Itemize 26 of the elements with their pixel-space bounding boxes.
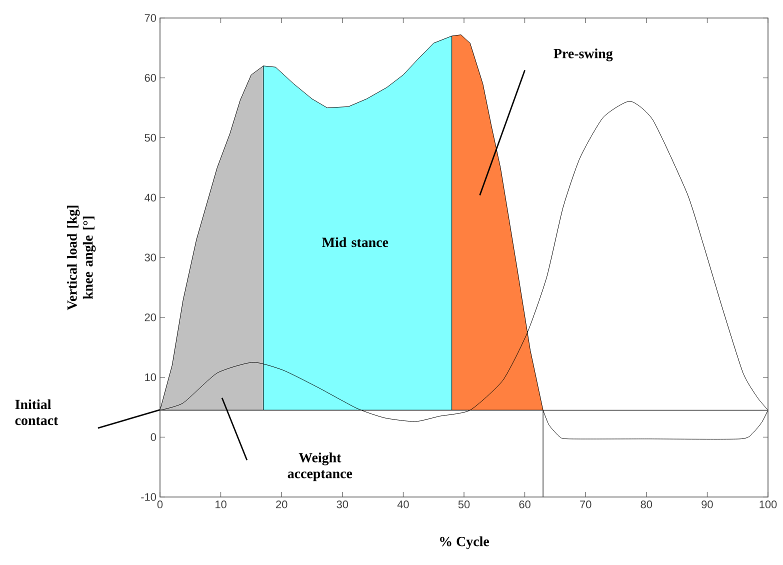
y-axis-title: Vertical load [kg] knee angle [°] xyxy=(66,206,96,310)
y-tick-label: 40 xyxy=(144,194,156,202)
annotation: Weight acceptance xyxy=(288,452,352,482)
text: Initial contact xyxy=(15,399,58,426)
x-tick-label: 80 xyxy=(640,500,652,508)
y-tick-label: -10 xyxy=(141,493,156,501)
y-tick-label: 0 xyxy=(150,433,156,442)
x-tick-label: 20 xyxy=(276,500,288,508)
annotation: Pre-swing xyxy=(554,48,613,62)
y-tick-label: 70 xyxy=(144,14,156,22)
annotation: Mid stance xyxy=(322,237,388,248)
x-tick-label: 90 xyxy=(702,500,713,508)
x-tick-label: 0 xyxy=(157,500,163,508)
y-tick-label: 20 xyxy=(144,314,156,322)
x-tick-label: 100 xyxy=(760,500,777,508)
x-tick-label: 60 xyxy=(519,500,530,508)
y-tick-label: 10 xyxy=(145,373,156,382)
y-tick-label: 30 xyxy=(144,254,156,262)
x-tick-label: 30 xyxy=(336,500,348,508)
x-axis-title: % Cycle xyxy=(440,536,490,550)
x-tick-label: 40 xyxy=(397,500,409,508)
x-tick-label: 10 xyxy=(216,500,226,508)
x-tick-label: 70 xyxy=(580,500,592,508)
y-tick-label: 60 xyxy=(144,74,156,82)
y-tick-label: 50 xyxy=(144,134,156,142)
x-tick-label: 50 xyxy=(458,500,470,508)
